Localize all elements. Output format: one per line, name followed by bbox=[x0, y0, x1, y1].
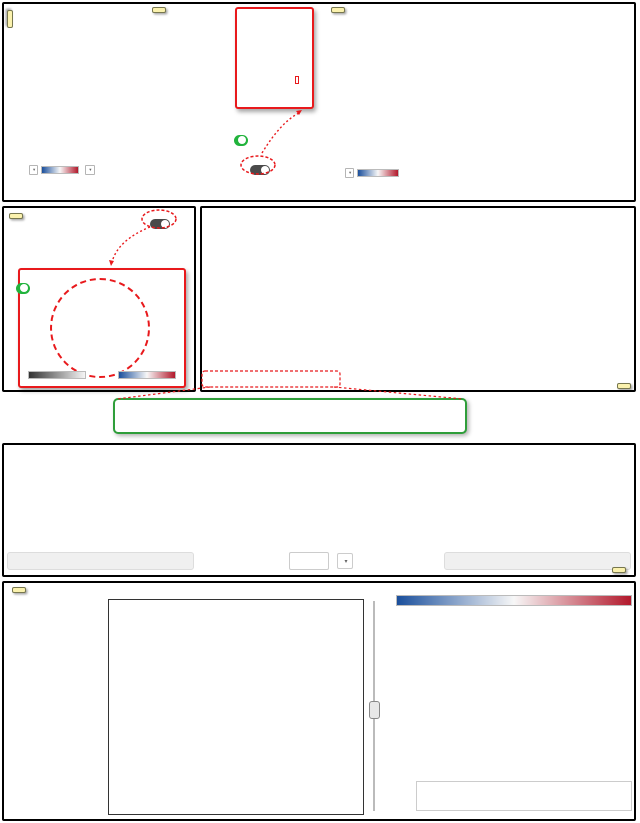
dendrogram bbox=[512, 20, 630, 48]
polarity-colorbar bbox=[357, 169, 400, 177]
toggle-switch-annotation bbox=[295, 76, 299, 84]
cdc42-polar-chart bbox=[22, 22, 184, 162]
difference-circle bbox=[50, 278, 150, 378]
heatmap-canvas bbox=[112, 608, 358, 811]
scale-select[interactable] bbox=[85, 165, 95, 175]
parameter-list-panel bbox=[2, 443, 636, 577]
magnified-buttons-box bbox=[113, 398, 467, 434]
page-number-input[interactable] bbox=[289, 552, 330, 570]
quick-view-toggle[interactable] bbox=[150, 219, 170, 229]
next-page-button[interactable] bbox=[443, 552, 631, 570]
weight-colorbar bbox=[396, 595, 632, 606]
uncertainty-scatter bbox=[237, 9, 311, 61]
difference-gray-colorbar bbox=[28, 371, 86, 379]
control-board-grid bbox=[205, 221, 635, 371]
panel-d-label bbox=[612, 567, 626, 573]
previous-page-button[interactable] bbox=[7, 552, 195, 570]
cdc42-viz-legend bbox=[26, 165, 95, 175]
uq-toggle[interactable] bbox=[234, 134, 248, 146]
polarity-select[interactable] bbox=[345, 168, 355, 178]
toggle-knob bbox=[261, 166, 269, 174]
clustering-toggle[interactable] bbox=[250, 165, 270, 175]
panel-c-label bbox=[617, 383, 631, 389]
uncertainty-clustering-inset bbox=[234, 7, 314, 146]
model-analysis-panel bbox=[2, 581, 636, 821]
sensitivity-histogram-top bbox=[510, 51, 634, 113]
polarity-select[interactable] bbox=[29, 165, 39, 175]
page-controls bbox=[199, 552, 439, 570]
matrix-row-slider[interactable] bbox=[368, 601, 380, 811]
panel-a-label bbox=[7, 10, 13, 28]
difference-rdbu-colorbar bbox=[118, 371, 176, 379]
psv-legend bbox=[342, 168, 400, 178]
panel-b-label bbox=[9, 213, 23, 219]
rows-per-page-select[interactable] bbox=[337, 553, 353, 569]
pagination-bar bbox=[7, 549, 631, 573]
parameter-importance-chart bbox=[400, 617, 634, 775]
sensitivity-histogram-bottom bbox=[510, 117, 634, 193]
toggle-knob bbox=[161, 220, 169, 228]
importance-heatmap-strip bbox=[416, 781, 632, 811]
panel-e-label bbox=[12, 587, 26, 593]
toggle-knob bbox=[238, 136, 246, 144]
sensitivity-donut-chart bbox=[336, 24, 472, 164]
quick-view-panel bbox=[2, 206, 196, 392]
parameter-clustering-section bbox=[508, 9, 636, 199]
polarity-colorbar bbox=[41, 166, 80, 174]
toggle-knob bbox=[20, 284, 28, 292]
instance-view-panel bbox=[2, 2, 636, 202]
cdc42-difference-inset bbox=[16, 268, 186, 388]
parameter-sensitivity-title bbox=[331, 7, 345, 13]
diff-toggle[interactable] bbox=[16, 282, 30, 294]
cdc42-viz-title bbox=[152, 7, 166, 13]
slider-handle[interactable] bbox=[369, 701, 380, 719]
weight-matrix-heatmap bbox=[108, 599, 364, 815]
parameter-control-board-panel bbox=[200, 206, 636, 392]
